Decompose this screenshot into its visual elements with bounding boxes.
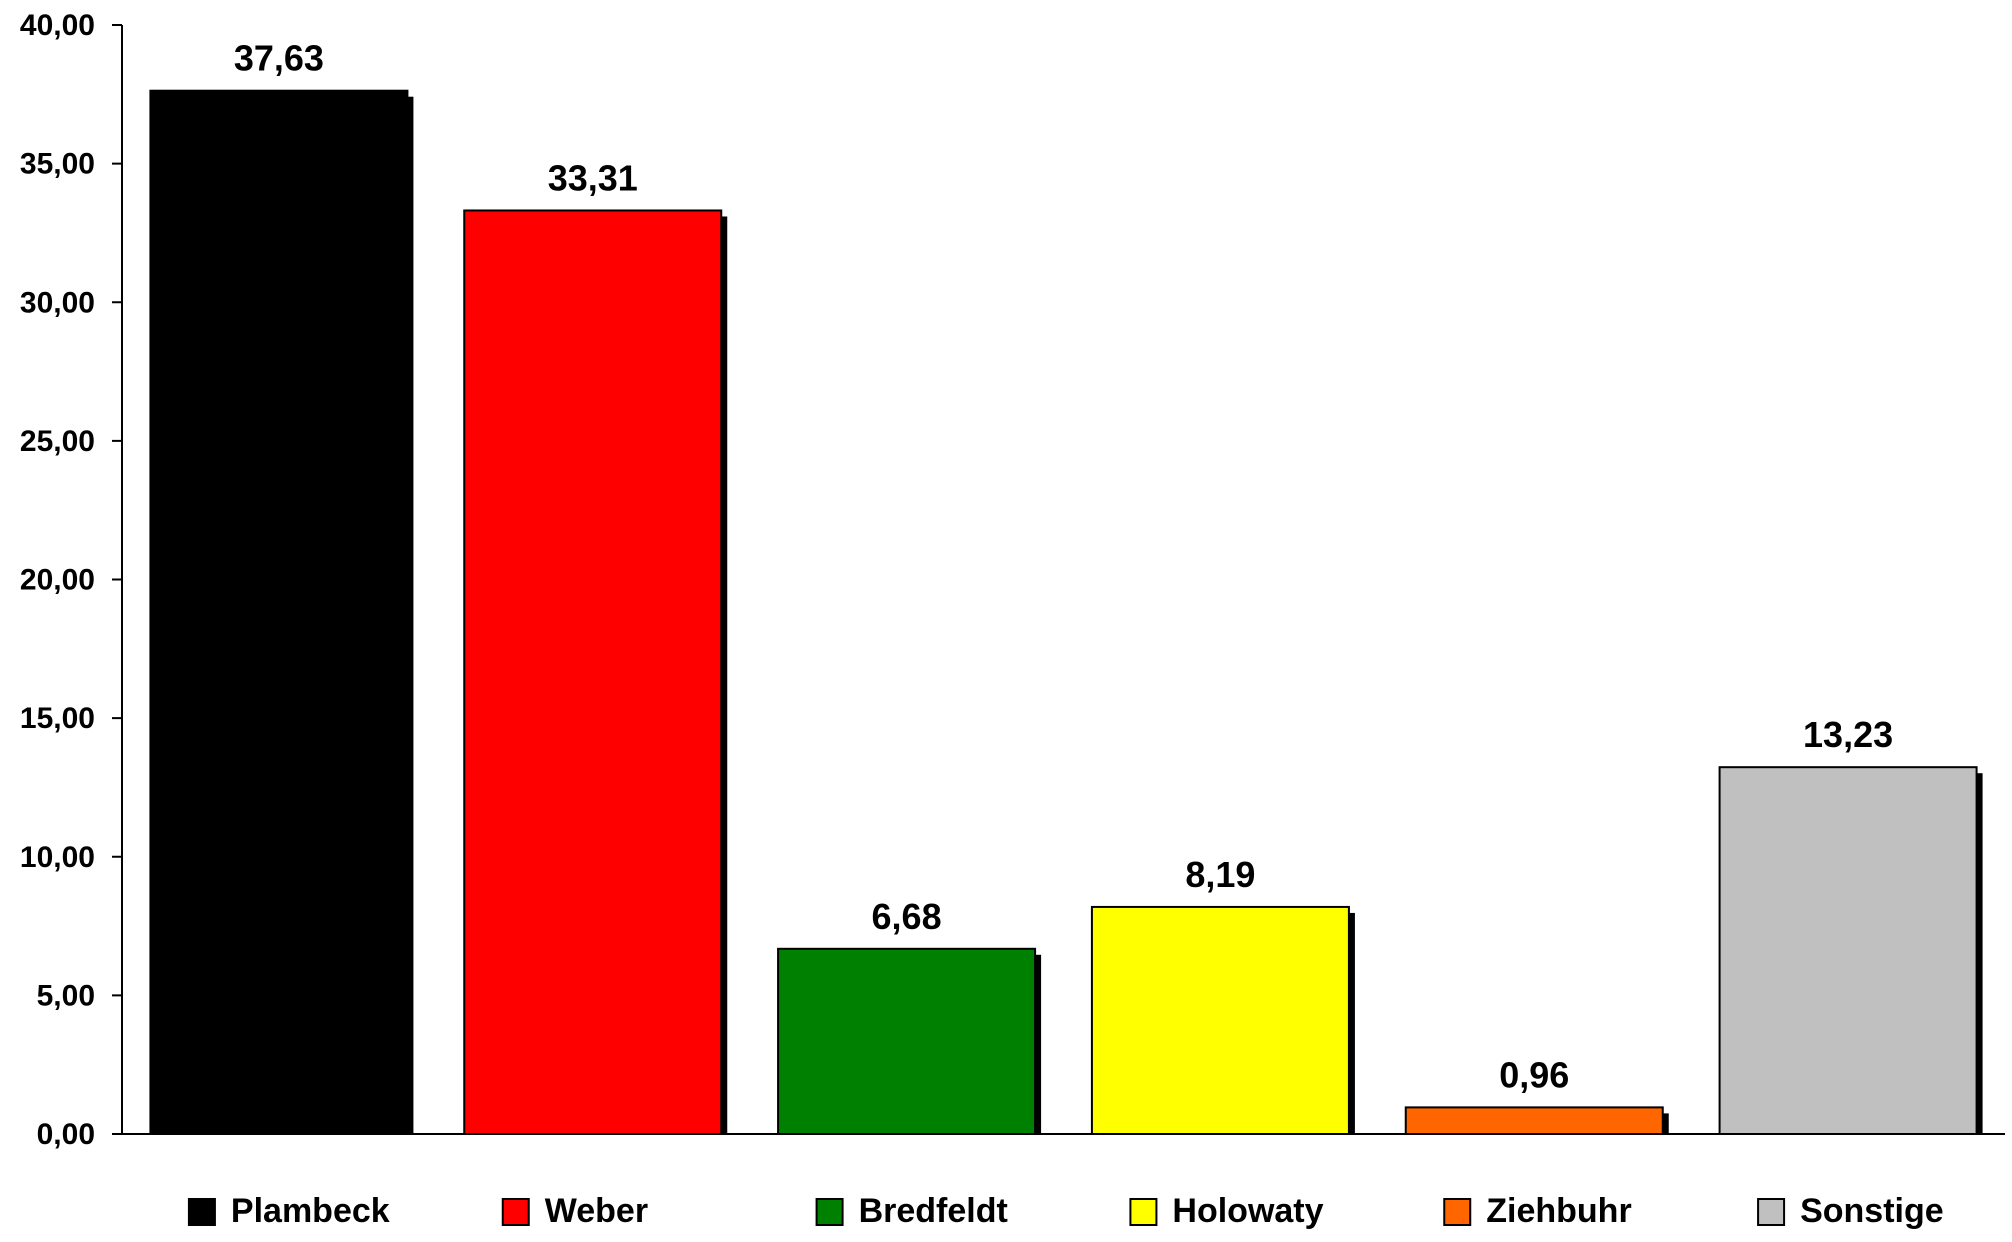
data-label: 8,19 [1185,854,1255,895]
legend-label: Plambeck [231,1192,390,1230]
legend-label: Ziehbuhr [1486,1192,1631,1230]
y-tick-label: 20,00 [20,564,95,597]
legend-swatch [815,1198,844,1226]
legend-swatch [1129,1198,1158,1226]
legend-label: Sonstige [1800,1192,1944,1230]
legend-label: Weber [545,1192,648,1230]
y-tick-label: 30,00 [20,286,95,319]
legend-label: Bredfeldt [859,1192,1008,1230]
bar [777,947,1037,1135]
bar [1718,766,1978,1135]
data-label: 6,68 [872,896,942,937]
y-tick-label: 10,00 [20,841,95,874]
bar [1404,1106,1664,1136]
data-label: 13,23 [1803,714,1893,755]
legend-swatch [501,1198,530,1226]
bar [463,209,723,1136]
bar [149,89,409,1135]
legend-label: Holowaty [1172,1192,1323,1230]
y-tick-label: 40,00 [20,9,95,42]
data-label: 37,63 [234,38,324,79]
y-tick-label: 5,00 [37,979,95,1012]
legend: Plambeck Weber Bredfeldt Holowaty Ziehbuhr So… [187,1192,1944,1230]
y-tick-label: 15,00 [20,702,95,735]
legend-swatch [1757,1198,1786,1226]
value-labels: 37,63 33,31 6,68 8,19 0,96 13,23 [234,38,1893,1096]
data-label: 33,31 [548,157,638,198]
legend-swatch [187,1198,216,1226]
bar [1090,905,1350,1135]
bars [149,89,1983,1136]
y-axis: 0,00 5,00 10,00 15,00 20,00 25,00 30,00 35,00 40… [20,9,123,1151]
y-tick-label: 25,00 [20,425,95,458]
y-tick-label: 0,00 [37,1118,95,1151]
data-label: 0,96 [1499,1054,1569,1095]
y-tick-label: 35,00 [20,148,95,181]
legend-swatch [1443,1198,1472,1226]
